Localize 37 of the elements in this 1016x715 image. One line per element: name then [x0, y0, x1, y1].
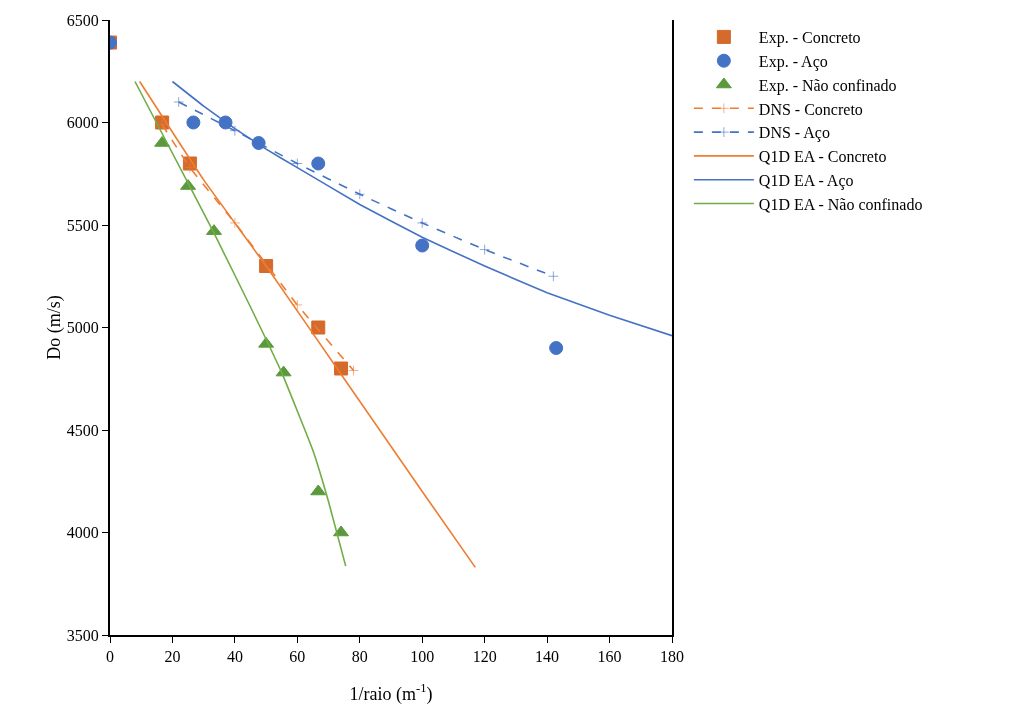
x-tick-label: 0 — [106, 648, 114, 666]
x-tick-label: 80 — [351, 648, 368, 666]
y-axis-title: Do (m/s) — [43, 295, 65, 360]
x-tick-label: 120 — [472, 648, 497, 666]
line-series — [138, 80, 477, 569]
legend-label: Q1D EA - Aço — [758, 171, 854, 190]
y-tick-label: 4000 — [66, 524, 99, 542]
x-tick-label: 40 — [226, 648, 243, 666]
y-tick-label: 6500 — [66, 11, 99, 29]
x-tick-label: 160 — [597, 648, 622, 666]
x-tick-label: 20 — [164, 648, 181, 666]
point — [333, 525, 350, 537]
x-axis-title: 1/raio (m$^{-1}$) — [349, 681, 433, 705]
y-tick-label: 5000 — [66, 319, 99, 337]
legend-label: DNS - Concreto — [758, 100, 863, 118]
x-tick-label: 60 — [289, 648, 306, 666]
point — [310, 484, 327, 496]
legend-label: Q1D EA - Concreto — [758, 148, 887, 166]
legend-label: Exp. - Concreto — [758, 29, 861, 48]
y-tick-label: 3500 — [66, 626, 99, 644]
y-tick-label: 6000 — [66, 114, 99, 132]
line-series — [171, 80, 672, 337]
point — [291, 158, 303, 169]
line-series — [134, 80, 347, 567]
point — [311, 156, 326, 171]
x-tick-label: 180 — [660, 648, 684, 666]
y-tick-label: 5500 — [66, 216, 99, 234]
x-tick-label: 140 — [535, 648, 560, 666]
point — [186, 115, 201, 130]
point — [549, 341, 564, 355]
legend-label: Exp. - Não confinado — [758, 76, 897, 95]
y-tick-label: 4500 — [66, 421, 99, 439]
legend-label: Exp. - Aço — [758, 52, 828, 71]
legend-label: DNS - Aço — [758, 124, 830, 143]
point — [415, 238, 430, 253]
legend-label: Q1D EA - Não confinado — [758, 195, 923, 213]
x-tick-label: 100 — [410, 648, 435, 666]
